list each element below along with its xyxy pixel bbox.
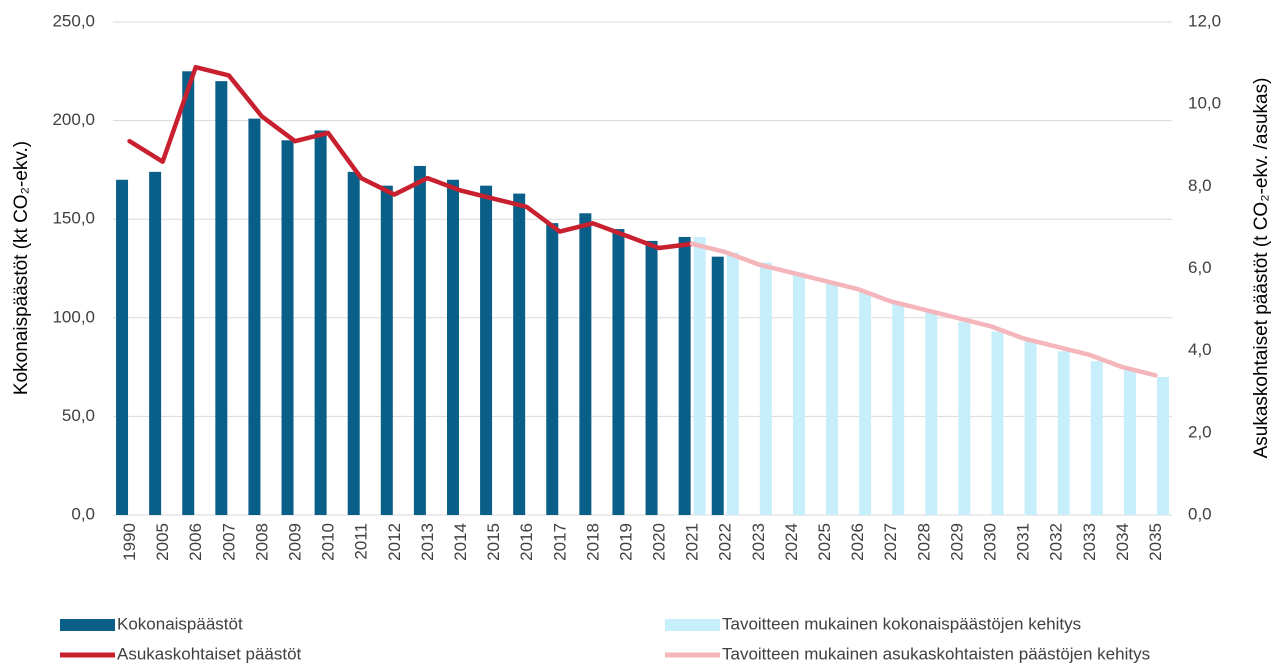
y2-tick-label: 4,0 [1188, 340, 1212, 359]
x-tick-label: 2013 [418, 523, 437, 561]
x-tick-label: 2010 [319, 523, 338, 561]
x-tick-label: 2030 [980, 523, 999, 561]
x-tick-label: 2017 [550, 523, 569, 561]
x-tick-label: 2024 [782, 523, 801, 561]
bar [678, 236, 691, 515]
x-tick-label: 1990 [120, 523, 139, 561]
bar [215, 81, 228, 515]
y-tick-label: 200,0 [52, 110, 95, 129]
x-tick-label: 2020 [650, 523, 669, 561]
bar [116, 179, 129, 515]
legend-label: Tavoitteen mukainen asukaskohtaisten pää… [722, 644, 1150, 663]
bar [579, 213, 592, 515]
legend-label: Kokonaispäästöt [117, 614, 243, 633]
x-tick-label: 2031 [1014, 523, 1033, 561]
bar [314, 130, 327, 515]
x-tick-label: 2019 [616, 523, 635, 561]
x-tick-label: 2025 [815, 523, 834, 561]
y-tick-label: 50,0 [62, 406, 95, 425]
x-tick-label: 2016 [517, 523, 536, 561]
y2-tick-label: 12,0 [1188, 11, 1221, 30]
line [689, 241, 1158, 378]
bar [693, 236, 706, 515]
x-tick-label: 2009 [286, 523, 305, 561]
bar [480, 185, 493, 515]
x-tick-label: 2007 [219, 523, 238, 561]
x-tick-label: 2035 [1146, 523, 1165, 561]
x-tick-label: 2012 [385, 523, 404, 561]
bar [1090, 361, 1103, 515]
bar [826, 282, 839, 515]
x-tick-label: 2018 [583, 523, 602, 561]
y-tick-label: 0,0 [71, 504, 95, 523]
bar [726, 252, 739, 515]
x-tick-label: 2008 [252, 523, 271, 561]
y-axis-title: Kokonaispäästöt (kt CO₂-ekv.) [11, 141, 32, 395]
x-tick-label: 2011 [352, 523, 371, 560]
bar [925, 311, 938, 515]
bar [513, 193, 526, 515]
y-tick-label: 150,0 [52, 209, 95, 228]
bar [892, 302, 905, 515]
y-tick-label: 100,0 [52, 307, 95, 326]
bar [281, 140, 294, 515]
x-tick-label: 2014 [451, 523, 470, 561]
bar [711, 256, 724, 515]
x-tick-label: 2023 [749, 523, 768, 561]
y2-tick-label: 2,0 [1188, 422, 1212, 441]
bar [1123, 369, 1136, 515]
x-tick-label: 2032 [1047, 523, 1066, 561]
bar [446, 179, 459, 515]
bar [645, 240, 658, 515]
legend-label: Asukaskohtaiset päästöt [117, 644, 302, 663]
bar [612, 229, 625, 515]
bar [991, 331, 1004, 515]
y2-tick-label: 0,0 [1188, 504, 1212, 523]
x-tick-label: 2028 [914, 523, 933, 561]
x-tick-label: 2021 [683, 523, 702, 561]
x-tick-label: 2026 [848, 523, 867, 561]
line [127, 64, 695, 251]
x-tick-label: 2022 [716, 523, 735, 561]
bar [248, 118, 261, 516]
legend-swatch [665, 619, 720, 631]
y2-axis-title: Asukaskohtaiset päästöt (t CO₂-ekv. /asu… [1251, 78, 1272, 459]
bar [546, 223, 559, 516]
bar [347, 171, 360, 515]
bar [859, 292, 872, 515]
bar [380, 185, 393, 515]
bar [1156, 376, 1169, 515]
bar [792, 272, 805, 515]
bar [1024, 341, 1037, 515]
y2-tick-label: 8,0 [1188, 176, 1212, 195]
bar [182, 71, 195, 516]
x-tick-label: 2015 [484, 523, 503, 561]
bar [149, 171, 162, 515]
y2-tick-label: 6,0 [1188, 258, 1212, 277]
bar [958, 321, 971, 515]
x-tick-label: 2029 [947, 523, 966, 561]
x-tick-label: 2027 [881, 523, 900, 561]
x-tick-label: 2033 [1080, 523, 1099, 561]
x-tick-label: 2006 [186, 523, 205, 561]
legend-label: Tavoitteen mukainen kokonaispäästöjen ke… [722, 614, 1081, 633]
x-tick-label: 2034 [1113, 523, 1132, 561]
legend-swatch [60, 619, 115, 631]
y-tick-label: 250,0 [52, 11, 95, 30]
y2-tick-label: 10,0 [1188, 94, 1221, 113]
x-tick-label: 2005 [153, 523, 172, 561]
bar [1057, 351, 1070, 515]
bar [413, 165, 426, 515]
bar [759, 262, 772, 515]
